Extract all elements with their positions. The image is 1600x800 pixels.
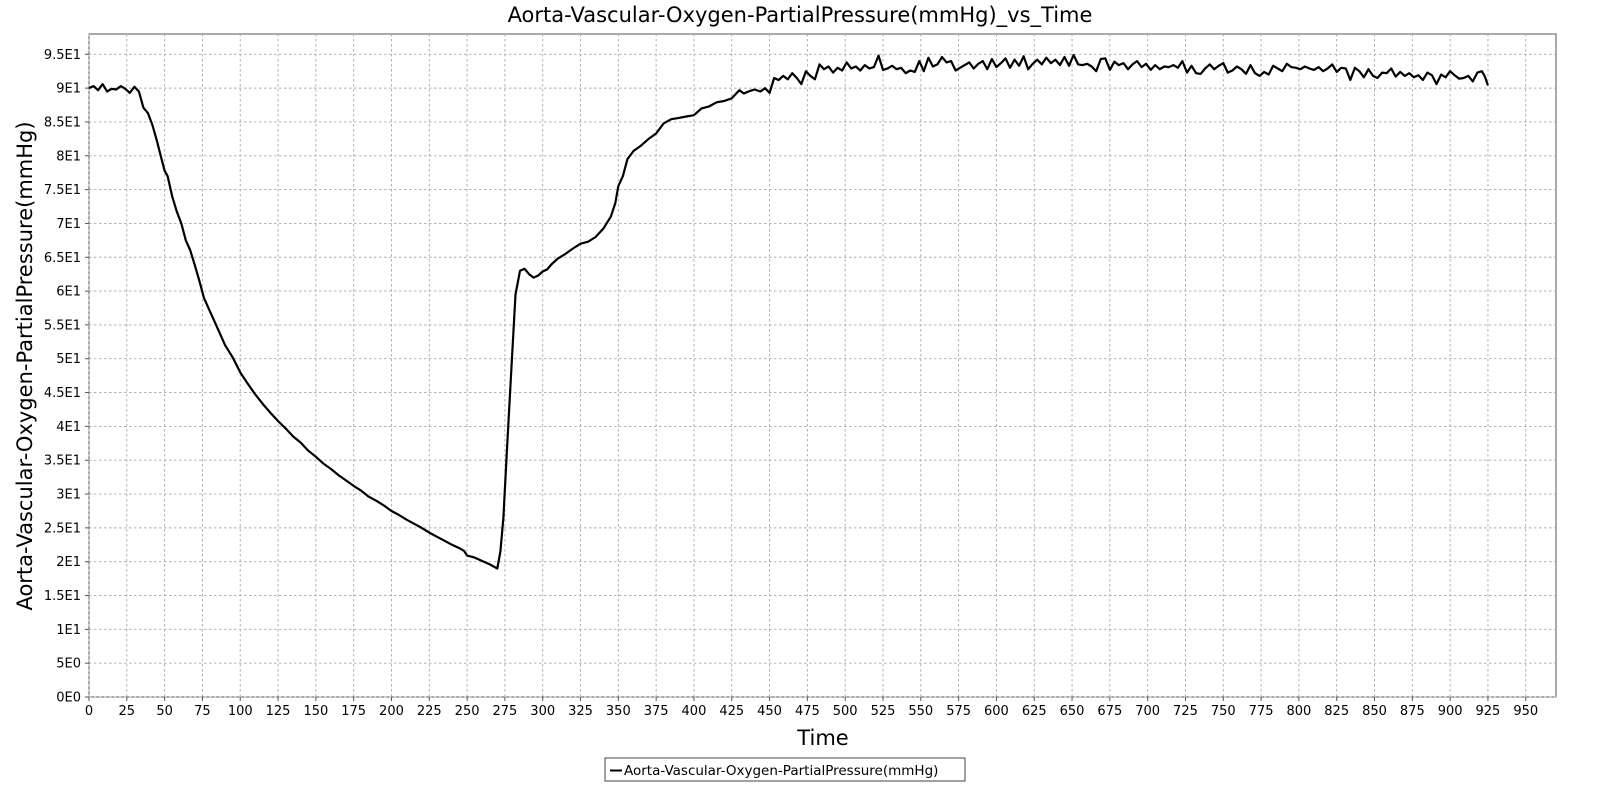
y-tick-label: 9.5E1: [44, 48, 81, 63]
x-tick-label: 100: [228, 704, 253, 719]
y-tick-label: 4E1: [56, 420, 81, 435]
x-tick-label: 75: [194, 704, 211, 719]
x-tick-label: 200: [379, 704, 404, 719]
y-tick-label: 2.5E1: [44, 521, 81, 536]
x-tick-label: 425: [719, 704, 744, 719]
x-tick-label: 125: [266, 704, 291, 719]
x-tick-label: 150: [303, 704, 328, 719]
x-tick-label: 175: [341, 704, 366, 719]
y-tick-label: 1E1: [56, 623, 81, 638]
legend-box: [604, 757, 966, 782]
series-line: [88, 53, 1489, 570]
x-tick-label: 600: [984, 704, 1009, 719]
x-tick-label: 700: [1135, 704, 1160, 719]
legend-entry: Aorta-Vascular-Oxygen-PartialPressure(mm…: [624, 763, 938, 779]
x-tick-label: 0: [85, 704, 93, 719]
x-tick-label: 900: [1438, 704, 1463, 719]
chart-title: Aorta-Vascular-Oxygen-PartialPressure(mm…: [508, 3, 1093, 28]
y-tick-label: 6.5E1: [44, 251, 81, 266]
x-axis-label: Time: [796, 726, 848, 750]
x-tick-label: 875: [1400, 704, 1425, 719]
x-tick-label: 275: [492, 704, 517, 719]
x-tick-label: 525: [871, 704, 896, 719]
y-tick-label: 3.5E1: [44, 454, 81, 469]
y-tick-label: 1.5E1: [44, 589, 81, 604]
y-tick-label: 7.5E1: [44, 183, 81, 198]
x-tick-label: 350: [606, 704, 631, 719]
x-tick-label: 450: [757, 704, 782, 719]
y-tick-label: 4.5E1: [44, 386, 81, 401]
y-tick-label: 3E1: [56, 488, 81, 503]
y-tick-label: 0E0: [56, 691, 81, 706]
x-tick-label: 825: [1324, 704, 1349, 719]
legend: Aorta-Vascular-Oxygen-PartialPressure(mm…: [604, 757, 966, 782]
y-tick-label: 8.5E1: [44, 115, 81, 130]
x-tick-label: 25: [119, 704, 136, 719]
x-tick-label: 650: [1060, 704, 1085, 719]
x-tick-label: 750: [1211, 704, 1236, 719]
x-tick-label: 325: [568, 704, 593, 719]
y-tick-label: 6E1: [56, 285, 81, 300]
y-tick-label: 5.5E1: [44, 318, 81, 333]
x-tick-label: 725: [1173, 704, 1198, 719]
y-tick-label: 9E1: [56, 82, 81, 97]
x-tick-label: 475: [795, 704, 820, 719]
plot-area: [88, 33, 1557, 698]
x-tick-label: 675: [1097, 704, 1122, 719]
y-tick-label: 7E1: [56, 217, 81, 232]
x-tick-label: 375: [644, 704, 669, 719]
x-tick-label: 850: [1362, 704, 1387, 719]
x-tick-label: 575: [946, 704, 971, 719]
x-tick-label: 625: [1022, 704, 1047, 719]
x-tick-label: 800: [1286, 704, 1311, 719]
axis-ticks: 0 25 50 75 100 125 150 175 200 225 250 275 300 325 350…: [44, 48, 1538, 719]
x-tick-label: 50: [156, 704, 173, 719]
x-tick-label: 925: [1476, 704, 1501, 719]
y-axis-label: Aorta-Vascular-Oxygen-PartialPressure(mm…: [13, 121, 37, 610]
x-tick-label: 500: [833, 704, 858, 719]
x-tick-label: 400: [682, 704, 707, 719]
y-tick-label: 8E1: [56, 149, 81, 164]
x-tick-label: 250: [455, 704, 480, 719]
x-tick-label: 775: [1249, 704, 1274, 719]
x-tick-label: 300: [530, 704, 555, 719]
y-tick-label: 5E1: [56, 352, 81, 367]
series-layer: [88, 53, 1489, 570]
x-tick-label: 225: [417, 704, 442, 719]
x-tick-label: 950: [1513, 704, 1538, 719]
x-tick-label: 550: [908, 704, 933, 719]
y-tick-label: 2E1: [56, 555, 81, 570]
grid-lines: [88, 34, 1556, 698]
y-tick-label: 5E0: [56, 657, 81, 672]
